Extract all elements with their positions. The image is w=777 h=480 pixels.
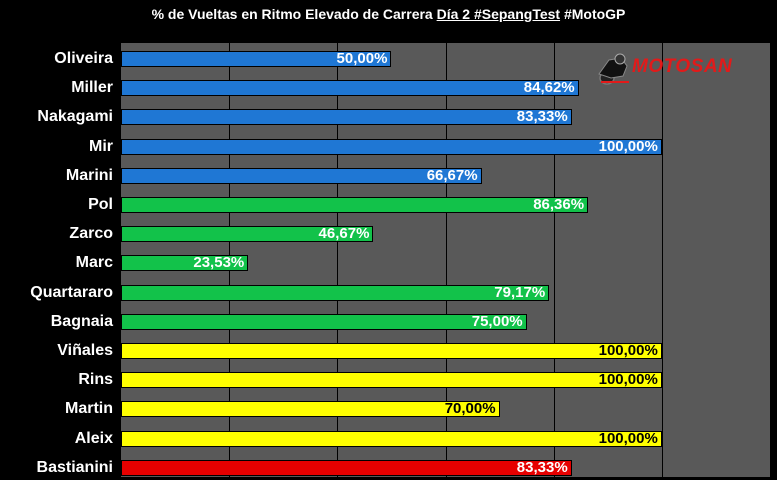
bar bbox=[121, 80, 579, 97]
data-label: 83,33% bbox=[516, 108, 568, 126]
data-label: 100,00% bbox=[598, 342, 658, 359]
data-label: 83,33% bbox=[516, 458, 568, 476]
bar bbox=[121, 255, 249, 272]
gridline bbox=[553, 43, 555, 477]
chart-title-suffix: #MotoGP bbox=[560, 6, 626, 22]
bar bbox=[121, 167, 482, 184]
bar bbox=[121, 343, 662, 359]
category-label: Zarco bbox=[69, 225, 113, 243]
bar bbox=[121, 284, 550, 301]
category-label: Oliveira bbox=[54, 50, 113, 67]
category-label: Bagnaia bbox=[50, 312, 113, 330]
bar bbox=[121, 313, 527, 330]
bar bbox=[121, 430, 662, 447]
bar bbox=[121, 372, 662, 389]
data-label: 86,36% bbox=[533, 196, 585, 213]
data-label: 84,62% bbox=[523, 79, 575, 97]
motorcycle-rider-icon bbox=[598, 53, 629, 85]
data-label: 66,67% bbox=[426, 166, 478, 184]
bar bbox=[121, 138, 662, 155]
gridline bbox=[337, 43, 339, 477]
data-label: 23,53% bbox=[193, 254, 245, 272]
category-label: Pol bbox=[88, 196, 113, 213]
plot-area: 50,00% 84,62% 83,33% 100,00% 66,67% 86,36% 46,… bbox=[121, 43, 770, 477]
chart-title: % de Vueltas en Ritmo Elevado de Carrera… bbox=[0, 6, 777, 22]
gridline bbox=[445, 43, 447, 477]
bar bbox=[121, 459, 572, 476]
bar bbox=[121, 197, 589, 213]
category-label: Viñales bbox=[57, 342, 113, 359]
category-label: Aleix bbox=[74, 429, 113, 447]
gridline bbox=[661, 43, 663, 477]
bar bbox=[121, 226, 374, 243]
category-label: Quartararo bbox=[30, 283, 113, 301]
data-label: 100,00% bbox=[598, 371, 658, 389]
data-label: 46,67% bbox=[318, 225, 370, 243]
bar bbox=[121, 109, 572, 126]
category-label: Martin bbox=[65, 400, 113, 418]
bar bbox=[121, 401, 500, 418]
chart-title-underlined: Día 2 #SepangTest bbox=[436, 6, 561, 22]
data-label: 100,00% bbox=[598, 429, 658, 447]
category-label: Nakagami bbox=[37, 108, 113, 126]
category-label: Mir bbox=[89, 137, 113, 155]
chart-title-prefix: % de Vueltas en Ritmo Elevado de Carrera bbox=[151, 6, 437, 22]
data-label: 100,00% bbox=[598, 137, 658, 155]
category-label: Marini bbox=[65, 166, 113, 184]
data-label: 50,00% bbox=[336, 50, 388, 67]
data-label: 75,00% bbox=[471, 312, 523, 330]
category-label: Marc bbox=[75, 254, 113, 272]
data-label: 70,00% bbox=[444, 400, 496, 418]
data-label: 79,17% bbox=[494, 283, 546, 301]
category-label: Miller bbox=[71, 79, 113, 97]
category-label: Rins bbox=[78, 371, 113, 389]
logo-text: MOTOSAN bbox=[632, 56, 733, 77]
bar bbox=[121, 51, 392, 67]
category-label: Bastianini bbox=[36, 458, 113, 476]
